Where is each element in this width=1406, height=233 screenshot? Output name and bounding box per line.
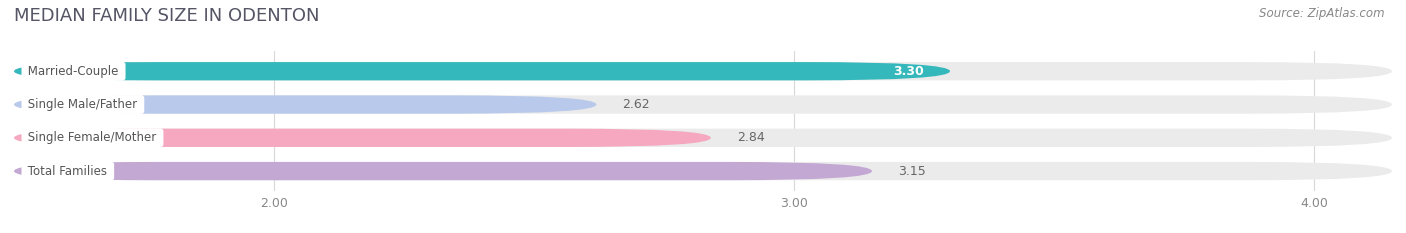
FancyBboxPatch shape (14, 129, 1392, 147)
Text: 2.84: 2.84 (737, 131, 765, 144)
Text: 2.62: 2.62 (623, 98, 650, 111)
Text: 3.15: 3.15 (898, 164, 925, 178)
FancyBboxPatch shape (14, 62, 1392, 80)
Text: Source: ZipAtlas.com: Source: ZipAtlas.com (1260, 7, 1385, 20)
Text: Single Female/Mother: Single Female/Mother (24, 131, 160, 144)
FancyBboxPatch shape (14, 95, 1392, 114)
Text: Married-Couple: Married-Couple (24, 65, 122, 78)
FancyBboxPatch shape (14, 62, 950, 80)
Text: Single Male/Father: Single Male/Father (24, 98, 142, 111)
Text: MEDIAN FAMILY SIZE IN ODENTON: MEDIAN FAMILY SIZE IN ODENTON (14, 7, 319, 25)
FancyBboxPatch shape (14, 162, 1392, 180)
Text: Total Families: Total Families (24, 164, 111, 178)
Text: 3.30: 3.30 (893, 65, 924, 78)
FancyBboxPatch shape (14, 95, 596, 114)
FancyBboxPatch shape (14, 129, 711, 147)
FancyBboxPatch shape (14, 162, 872, 180)
